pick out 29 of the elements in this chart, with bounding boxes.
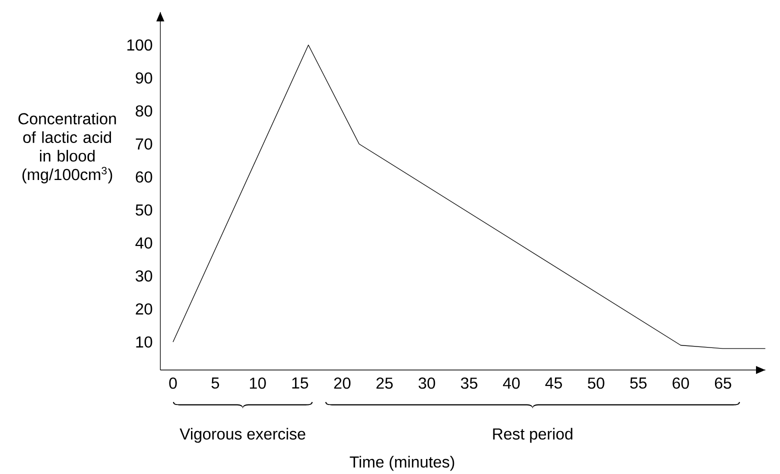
- x-axis-title: Time (minutes): [350, 456, 454, 471]
- y-tick-label: 70: [136, 138, 152, 150]
- text: Rest period: [493, 428, 572, 443]
- y-tick-label: 60: [136, 171, 152, 183]
- x-tick-label: 45: [545, 378, 562, 389]
- y-tick-label: 40: [135, 237, 152, 249]
- y-tick-label: 20: [136, 303, 152, 315]
- y-tick-label: 10: [136, 336, 152, 348]
- x-tick-label: 40: [502, 378, 520, 389]
- x-tick-label: 55: [630, 378, 647, 389]
- x-tick-label: 25: [376, 378, 393, 389]
- x-tick-label: 5: [212, 378, 220, 389]
- line-series: [172, 44, 766, 349]
- text: Vigorous exercise: [180, 428, 306, 443]
- x-tick-label: 10: [250, 378, 266, 389]
- x-tick-label: 60: [672, 378, 689, 389]
- y-tick-label: 50: [136, 204, 152, 216]
- x-tick-label: 20: [334, 378, 350, 389]
- x-tick-label: 65: [714, 378, 732, 389]
- x-tick-label: 15: [292, 378, 308, 389]
- x-tick-label: 30: [418, 378, 436, 389]
- x-tick-label: 50: [588, 378, 604, 389]
- y-tick-label: 90: [136, 72, 152, 84]
- y-tick-label: 100: [127, 39, 152, 51]
- y-tick-label: 80: [136, 105, 152, 117]
- x-tick-label: 35: [460, 378, 478, 389]
- x-tick-label: 0: [169, 378, 177, 389]
- y-tick-label: 30: [136, 270, 152, 282]
- y-axis-title: Concentration of lactic acid in blood (mg/100cm$^{3}$): [18, 112, 116, 184]
